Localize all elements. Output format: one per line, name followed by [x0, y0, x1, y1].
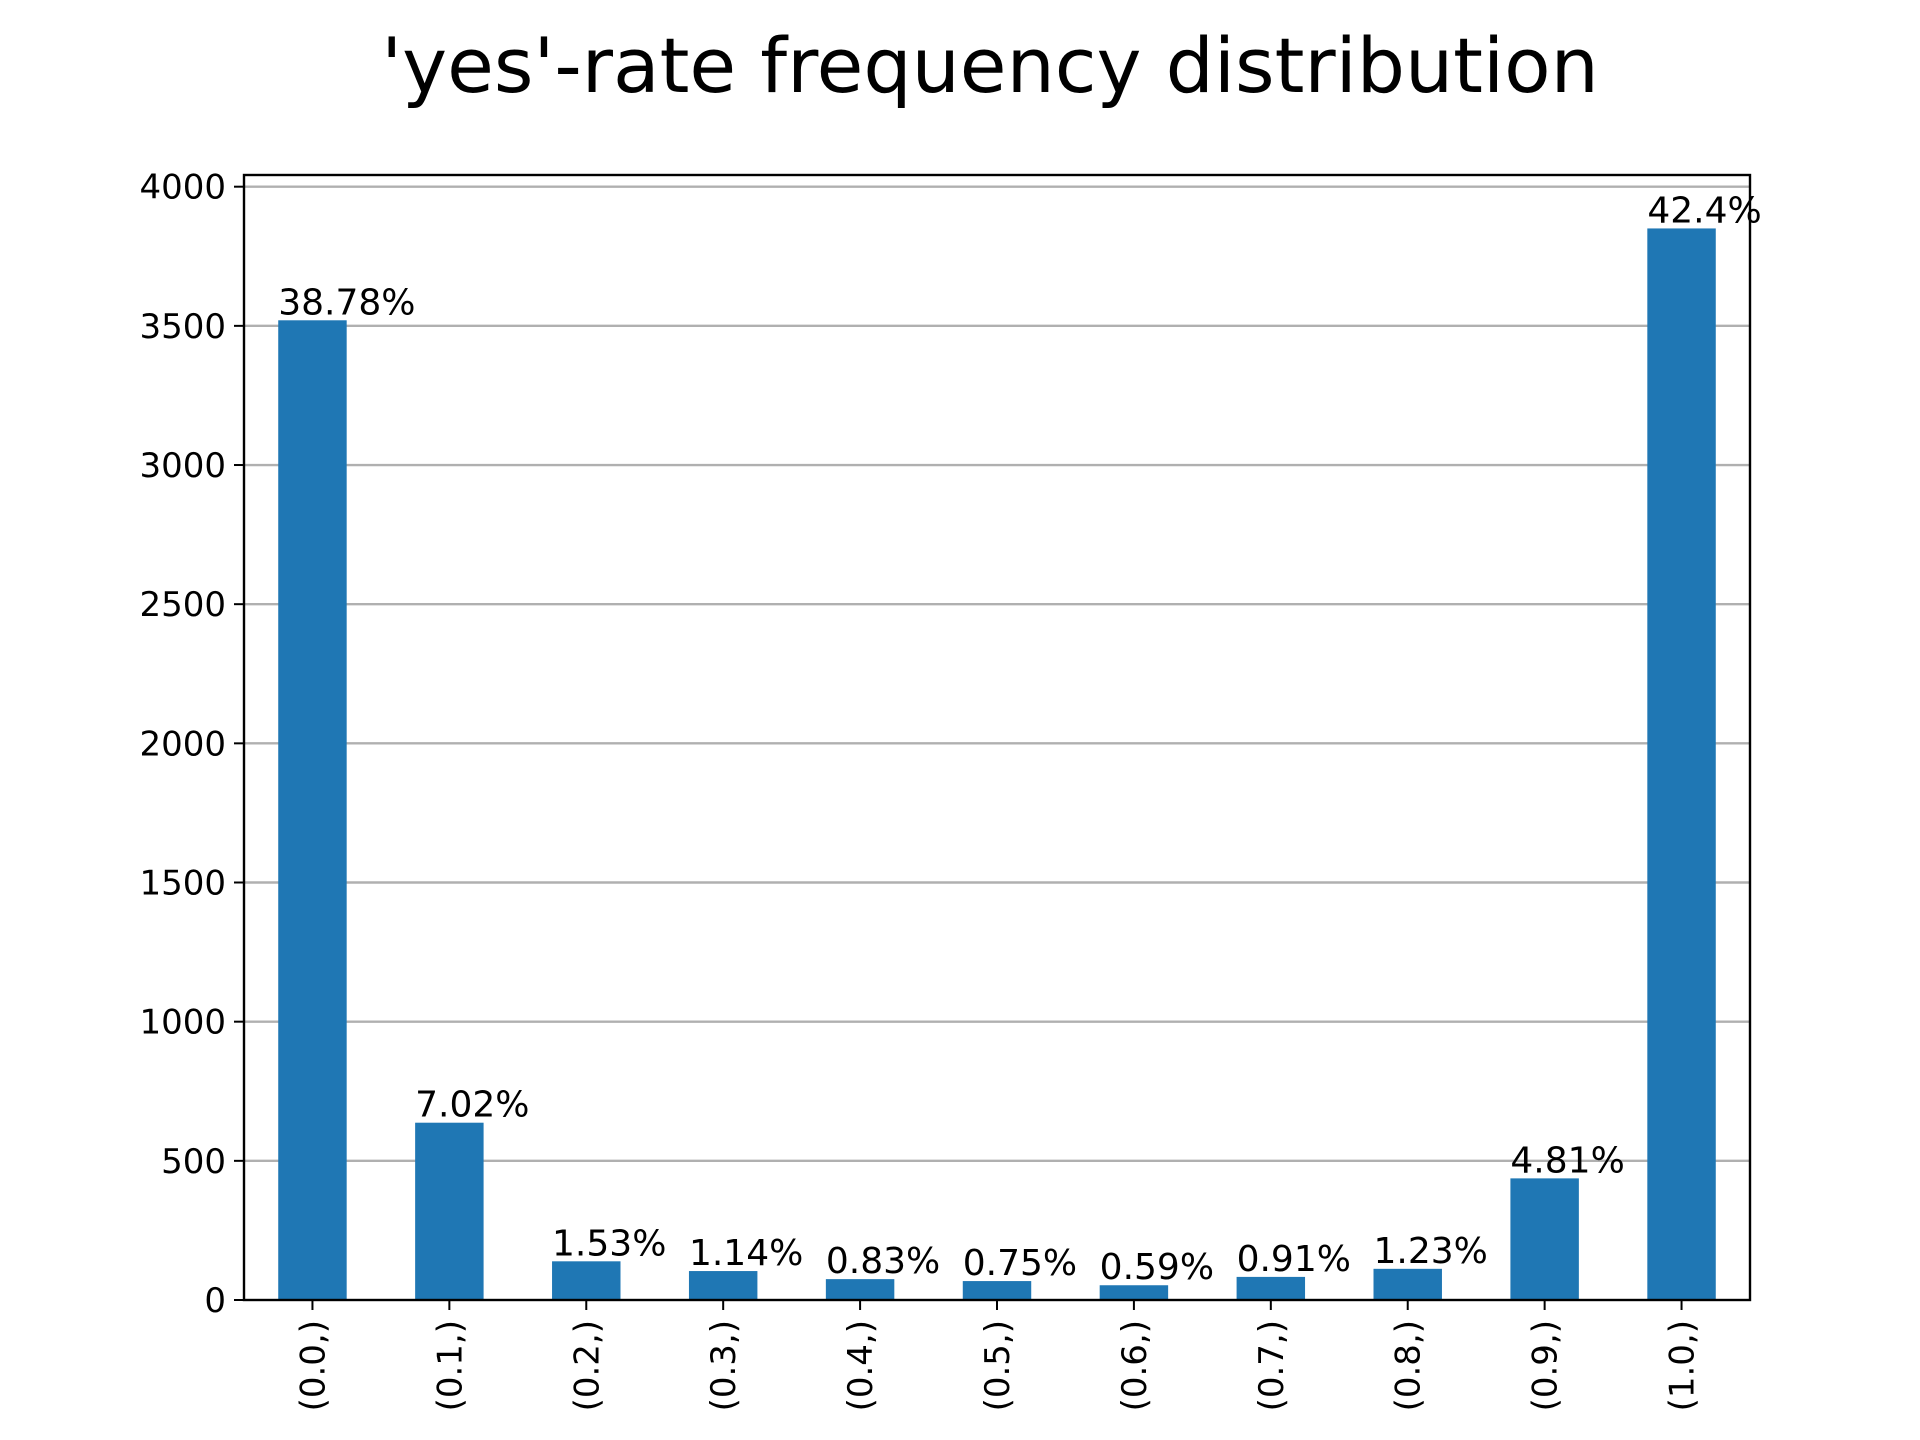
bar: [1510, 1178, 1579, 1300]
x-tick-label: (0.3,): [704, 1320, 744, 1411]
grid-lines: [244, 185, 1750, 1163]
bar: [962, 1281, 1032, 1300]
x-tick-label: (0.9,): [1526, 1320, 1566, 1411]
data-labels: 38.78% 7.02% 1.53% 1.14% 0.83% 0.75% 0.59% 0.91…: [278, 190, 1761, 1288]
y-tick-label: 2500: [139, 585, 226, 625]
y-tick-label: 0: [204, 1281, 226, 1321]
bar-data-label: 1.14%: [689, 1233, 803, 1274]
x-tick-label: (0.1,): [430, 1320, 470, 1411]
bars: [278, 228, 1716, 1301]
x-tick-label: (0.5,): [978, 1320, 1018, 1411]
bar-data-label: 0.91%: [1237, 1239, 1351, 1280]
x-tick-label: (0.2,): [567, 1320, 607, 1411]
x-tick-label: (0.0,): [293, 1320, 333, 1411]
bar: [552, 1261, 621, 1300]
x-tick-label: (0.6,): [1115, 1320, 1155, 1411]
bar-data-label: 0.59%: [1100, 1247, 1214, 1288]
bar-data-label: 0.83%: [826, 1241, 940, 1282]
bar-data-label: 42.4%: [1647, 190, 1761, 231]
y-tick-label: 3000: [139, 446, 226, 486]
chart-title: 'yes'-rate frequency distribution: [381, 21, 1599, 110]
bar-data-label: 1.53%: [552, 1223, 666, 1264]
bar-data-label: 38.78%: [278, 282, 415, 323]
bar: [415, 1122, 484, 1300]
bar: [688, 1271, 758, 1300]
bar: [1099, 1285, 1169, 1300]
bar-data-label: 4.81%: [1510, 1140, 1624, 1181]
y-tick-label: 1500: [139, 864, 226, 904]
bar-data-label: 7.02%: [415, 1085, 529, 1126]
x-axis-ticks: (0.0,) (0.1,) (0.2,) (0.3,) (0.4,) (0.5,) (0.6…: [293, 1300, 1703, 1411]
y-tick-label: 3500: [139, 307, 226, 347]
x-tick-label: (1.0,): [1663, 1320, 1703, 1411]
bar: [278, 320, 347, 1300]
y-tick-label: 2000: [139, 724, 226, 764]
y-tick-label: 500: [161, 1142, 226, 1182]
bar-data-label: 0.75%: [963, 1243, 1077, 1284]
bar: [1236, 1276, 1306, 1300]
x-tick-label: (0.4,): [841, 1320, 881, 1411]
bar-data-label: 1.23%: [1374, 1231, 1488, 1272]
axes-frame: [242, 173, 1752, 1302]
bar: [1647, 228, 1716, 1301]
x-tick-label: (0.7,): [1252, 1320, 1292, 1411]
bar: [825, 1279, 895, 1300]
x-tick-label: (0.8,): [1389, 1320, 1429, 1411]
bar: [1373, 1268, 1442, 1300]
y-tick-label: 1000: [139, 1003, 226, 1043]
y-axis-ticks: 0 500 1000 1500 2000 2500 3000 3500 4000: [139, 168, 244, 1321]
y-tick-label: 4000: [139, 168, 226, 208]
